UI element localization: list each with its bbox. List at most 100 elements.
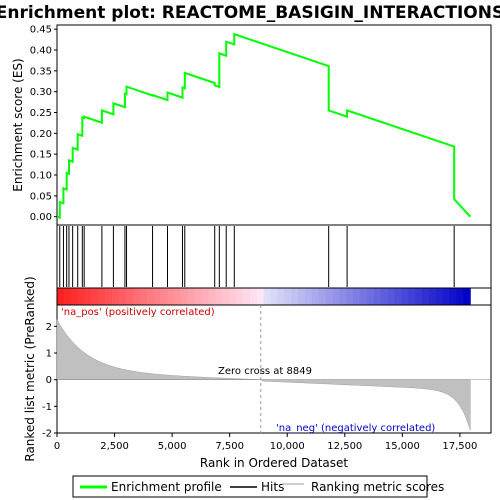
- x-tick-label: 15,000: [385, 441, 420, 452]
- metric-panel-frame: [56, 304, 492, 434]
- color-bar-segment: [311, 288, 320, 305]
- x-tick-label: 17,500: [442, 441, 477, 452]
- color-bar-segment: [401, 288, 409, 305]
- color-bar-segment: [215, 288, 223, 305]
- color-bar-segment: [132, 288, 141, 305]
- color-bar-segment: [422, 288, 430, 305]
- color-bar-segment: [208, 288, 216, 305]
- es-tick-label: 0.45: [30, 25, 52, 36]
- es-tick-label: 0.30: [30, 87, 52, 98]
- color-bar-segment: [70, 288, 79, 305]
- color-bar-segment: [277, 288, 285, 305]
- color-bar-segment: [84, 288, 92, 305]
- color-bar-segment: [284, 288, 292, 305]
- color-bar-segment: [408, 288, 416, 305]
- hits-panel: [56, 224, 492, 289]
- es-tick-label: 0.40: [30, 46, 52, 57]
- es-tick-label: 0.25: [30, 108, 52, 119]
- ranking-metric-area: [56, 318, 471, 431]
- color-bar-segment: [187, 288, 196, 305]
- x-tick-label: 7,500: [215, 441, 244, 452]
- color-bar-segment: [415, 288, 423, 305]
- color-bar-segment: [435, 288, 444, 305]
- color-bar-segment: [353, 288, 361, 305]
- zero-cross-label: Zero cross at 8849: [218, 366, 312, 377]
- color-bar-segment: [346, 288, 354, 305]
- metric-tick-label: 2: [46, 322, 52, 333]
- x-axis: 0 2,500 5,000 7,500 10,000 12,500 15,000 17,500: [54, 433, 477, 452]
- rank-color-bar: [56, 287, 492, 306]
- color-bar-segment: [160, 288, 168, 305]
- metric-tick-label: -1: [42, 402, 52, 413]
- color-bar-segment: [125, 288, 134, 305]
- es-y-axis-label: Enrichment score (ES): [11, 58, 25, 191]
- color-bar-segment: [304, 288, 313, 305]
- es-tick-label: 0.15: [30, 150, 52, 161]
- color-bar-segment: [298, 288, 306, 305]
- color-bar-segment: [270, 288, 278, 305]
- color-bar-segment: [118, 288, 127, 305]
- color-bar-segment: [242, 288, 251, 305]
- color-bar-segment: [318, 288, 327, 305]
- es-tick-label: 0.10: [30, 171, 52, 182]
- es-y-axis: 0.00 0.05 0.10 0.15 0.20 0.25 0.30 0.35 0.40 0.45: [30, 25, 57, 223]
- metric-y-axis: -2 -1 0 1 2: [42, 322, 57, 440]
- color-bar-segment: [387, 288, 396, 305]
- color-bar-segment: [153, 288, 161, 305]
- legend: Enrichment profile Hits Ranking metric s…: [72, 475, 444, 498]
- color-bar-segment: [249, 288, 258, 305]
- color-bar-segment: [180, 288, 189, 305]
- es-tick-label: 0.35: [30, 66, 52, 77]
- legend-label-hits: Hits: [261, 480, 284, 494]
- color-bar-segment: [325, 288, 334, 305]
- color-bar-segment: [332, 288, 340, 305]
- x-tick-label: 12,500: [327, 441, 362, 452]
- color-bar-segment: [174, 288, 182, 305]
- color-bar-segment: [442, 288, 451, 305]
- color-bar-segment: [449, 288, 458, 305]
- color-bar-segment: [222, 288, 230, 305]
- color-bar-segment: [77, 288, 86, 305]
- x-axis-label: Rank in Ordered Dataset: [200, 456, 348, 470]
- color-bar-segment: [194, 288, 203, 305]
- color-bar-segment: [91, 288, 99, 305]
- color-bar-segment: [229, 288, 237, 305]
- hit-markers: [59, 226, 455, 287]
- es-tick-label: 0.05: [30, 191, 52, 202]
- x-tick-label: 0: [54, 441, 60, 452]
- color-bar-segment: [373, 288, 382, 305]
- metric-panel: -2 -1 0 1 2 'na_pos' (positively correlated)…: [23, 276, 492, 462]
- color-bar-segment: [105, 288, 113, 305]
- color-bar-segment: [291, 288, 299, 305]
- es-panel: 0.00 0.05 0.10 0.15 0.20 0.25 0.30 0.35 0.40 0.45…: [11, 24, 492, 226]
- color-bar-segment: [63, 288, 72, 305]
- enrichment-profile-line: [56, 32, 472, 219]
- color-bar-segment: [360, 288, 368, 305]
- color-bar-segment: [201, 288, 210, 305]
- x-tick-label: 2,500: [100, 441, 129, 452]
- color-bar-segment: [139, 288, 148, 305]
- color-bar-segment: [98, 288, 106, 305]
- color-bar-segment: [167, 288, 175, 305]
- legend-label-enrichment: Enrichment profile: [111, 480, 222, 494]
- metric-tick-label: 0: [46, 375, 52, 386]
- positive-correlation-label: 'na_pos' (positively correlated): [61, 307, 215, 318]
- chart-title: Enrichment plot: REACTOME_BASIGIN_INTERA…: [0, 3, 500, 23]
- legend-label-metric: Ranking metric scores: [311, 480, 444, 494]
- color-bar-segment: [380, 288, 389, 305]
- color-bar-segment: [263, 288, 272, 305]
- x-tick-label: 5,000: [158, 441, 187, 452]
- es-tick-label: 0.00: [30, 212, 52, 223]
- hits-panel-frame: [56, 224, 492, 289]
- color-bar-segment: [456, 288, 464, 305]
- es-panel-frame: [56, 24, 492, 226]
- x-tick-label: 10,000: [270, 441, 305, 452]
- metric-tick-label: -2: [42, 429, 52, 440]
- color-bar-segment: [463, 288, 471, 305]
- color-bar-segment: [428, 288, 437, 305]
- color-bar-segment: [112, 288, 120, 305]
- color-bar-segment: [146, 288, 154, 305]
- color-bar-segment: [236, 288, 244, 305]
- metric-tick-label: 1: [46, 349, 52, 360]
